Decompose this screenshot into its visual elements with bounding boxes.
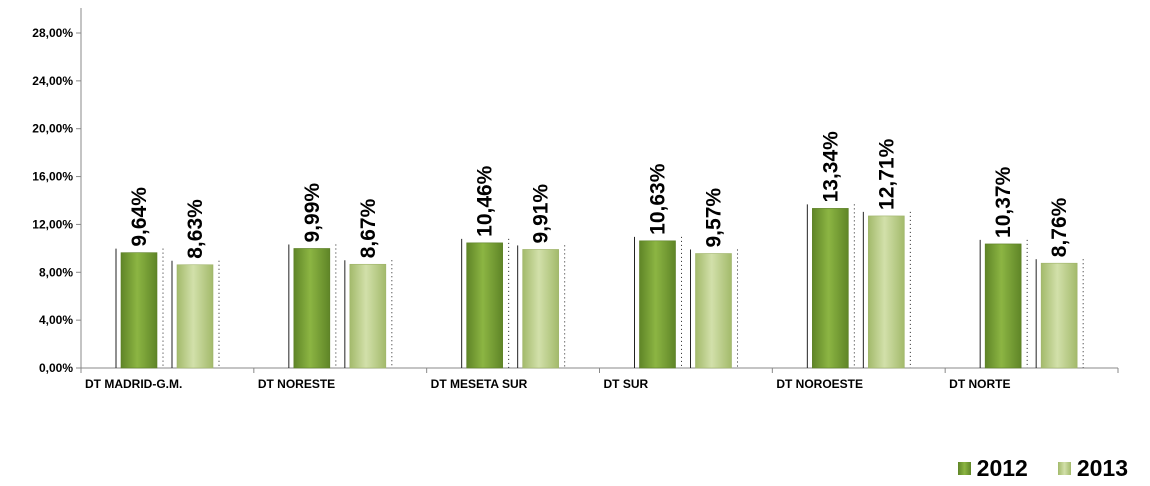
bar-2013-2 [522, 249, 559, 369]
labels: 9,64% 8,63% 9,99% 8,67% 10,46% 9,91% 10,63% 9,5… [128, 131, 1071, 259]
data-label-2013-3: 9,57% [703, 188, 726, 248]
category-label: DT MESETA SUR [431, 377, 528, 391]
bar-2013-1 [349, 263, 387, 369]
data-label-2012-4: 13,34% [819, 131, 842, 203]
data-label-2013-1: 8,67% [357, 198, 380, 258]
y-tick-label: 4,00% [39, 313, 73, 327]
bar-2012-4 [812, 208, 849, 369]
bar-2013-3 [695, 253, 732, 369]
category-label: DT NOROESTE [776, 377, 863, 391]
bar-chart: 0,00% 4,00% 8,00% 12,00% 16,00% 20,00% 24,00% 2… [32, 8, 1119, 391]
bar-2012-5 [984, 243, 1022, 369]
legend-swatch-2013 [1057, 461, 1071, 475]
bars [115, 204, 1084, 369]
bar-2012-2 [466, 242, 503, 369]
bar-2012-3 [639, 240, 676, 369]
y-tick-label: 16,00% [32, 170, 73, 184]
y-tick-label: 8,00% [39, 265, 73, 279]
category-label: DT SUR [604, 377, 649, 391]
y-tick-label: 20,00% [32, 122, 73, 136]
y-tick-label: 12,00% [32, 217, 73, 231]
data-label-2013-0: 8,63% [184, 199, 207, 259]
category-label: DT NORTE [949, 377, 1010, 391]
data-label-2012-1: 9,99% [301, 183, 324, 243]
legend-swatch-2012 [957, 461, 971, 475]
data-label-2013-4: 12,71% [875, 138, 898, 210]
y-tick-label: 24,00% [32, 74, 73, 88]
bar-2013-0 [176, 264, 214, 369]
legend-label-2012: 2012 [976, 455, 1028, 481]
category-label: DT MADRID-G.M. [85, 377, 182, 391]
data-label-2012-3: 10,63% [647, 163, 670, 235]
bar-2013-4 [868, 215, 905, 369]
data-label-2012-5: 10,37% [992, 166, 1015, 238]
data-label-2013-5: 8,76% [1048, 197, 1071, 257]
legend-label-2013: 2013 [1076, 455, 1128, 481]
axes: 0,00% 4,00% 8,00% 12,00% 16,00% 20,00% 24,00% 2… [32, 8, 1119, 391]
legend-item-2013[interactable]: 2013 [1057, 455, 1128, 481]
bar-2012-1 [293, 248, 331, 369]
y-tick-label: 0,00% [39, 361, 73, 375]
y-tick-label: 28,00% [32, 26, 73, 40]
legend-item-2012[interactable]: 2012 [957, 455, 1028, 481]
category-label: DT NORESTE [258, 377, 335, 391]
data-label-2013-2: 9,91% [530, 184, 553, 244]
data-label-2012-2: 10,46% [474, 165, 497, 237]
legend: 2012 2013 [957, 455, 1128, 481]
data-label-2012-0: 9,64% [128, 187, 151, 247]
bar-2012-0 [120, 252, 158, 369]
bar-2013-5 [1040, 262, 1078, 369]
